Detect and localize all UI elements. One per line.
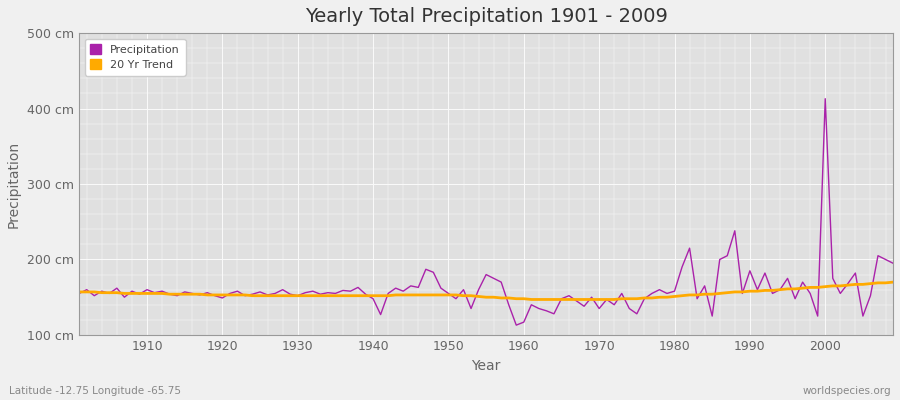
- Line: 20 Yr Trend: 20 Yr Trend: [79, 282, 893, 300]
- Precipitation: [300, 290, 310, 295]
- 20 Yr Trend: [511, 296, 522, 301]
- Precipitation: [887, 261, 898, 266]
- Y-axis label: Precipitation: Precipitation: [7, 140, 21, 228]
- 20 Yr Trend: [616, 296, 627, 301]
- Precipitation: [511, 323, 522, 328]
- Precipitation: [526, 302, 536, 307]
- Precipitation: [518, 320, 529, 324]
- Precipitation: [820, 96, 831, 101]
- 20 Yr Trend: [74, 290, 85, 294]
- X-axis label: Year: Year: [472, 359, 500, 373]
- Line: Precipitation: Precipitation: [79, 99, 893, 325]
- Title: Yearly Total Precipitation 1901 - 2009: Yearly Total Precipitation 1901 - 2009: [305, 7, 668, 26]
- 20 Yr Trend: [887, 280, 898, 284]
- 20 Yr Trend: [345, 293, 356, 298]
- Precipitation: [134, 292, 145, 296]
- 20 Yr Trend: [518, 296, 529, 301]
- Text: worldspecies.org: worldspecies.org: [803, 386, 891, 396]
- Precipitation: [74, 291, 85, 296]
- Precipitation: [616, 291, 627, 296]
- Precipitation: [345, 289, 356, 294]
- 20 Yr Trend: [300, 293, 310, 298]
- Legend: Precipitation, 20 Yr Trend: Precipitation, 20 Yr Trend: [85, 39, 185, 76]
- Text: Latitude -12.75 Longitude -65.75: Latitude -12.75 Longitude -65.75: [9, 386, 181, 396]
- 20 Yr Trend: [526, 297, 536, 302]
- 20 Yr Trend: [134, 291, 145, 296]
